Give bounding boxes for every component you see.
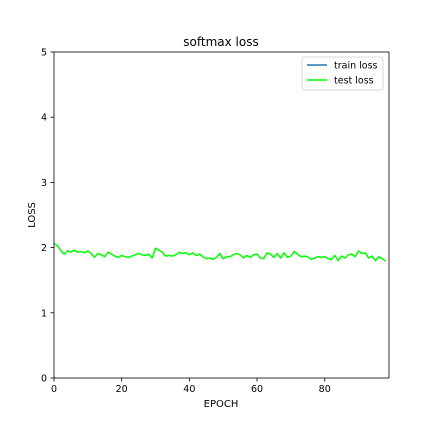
y-tick-label: 0: [41, 374, 47, 385]
series-line-test-loss: [53, 243, 387, 262]
chart-title: softmax loss: [183, 35, 258, 49]
y-tick-label: 2: [41, 243, 47, 254]
legend-label-test-loss: test loss: [334, 76, 374, 87]
plot-frame: [53, 51, 390, 379]
legend: train loss test loss: [301, 56, 384, 91]
x-tick-label: 80: [319, 384, 331, 395]
y-tick-label: 4: [41, 113, 47, 124]
y-tick-label: 1: [41, 308, 47, 319]
x-axis-label: EPOCH: [204, 399, 239, 410]
y-axis-label: LOSS: [27, 202, 38, 228]
y-tick-label: 3: [41, 178, 47, 189]
x-tick-label: 60: [251, 384, 263, 395]
x-tick-label: 0: [51, 384, 57, 395]
y-tick-label: 5: [41, 48, 47, 59]
x-tick-label: 40: [183, 384, 195, 395]
x-tick-label: 20: [116, 384, 128, 395]
legend-label-train-loss: train loss: [334, 61, 378, 72]
